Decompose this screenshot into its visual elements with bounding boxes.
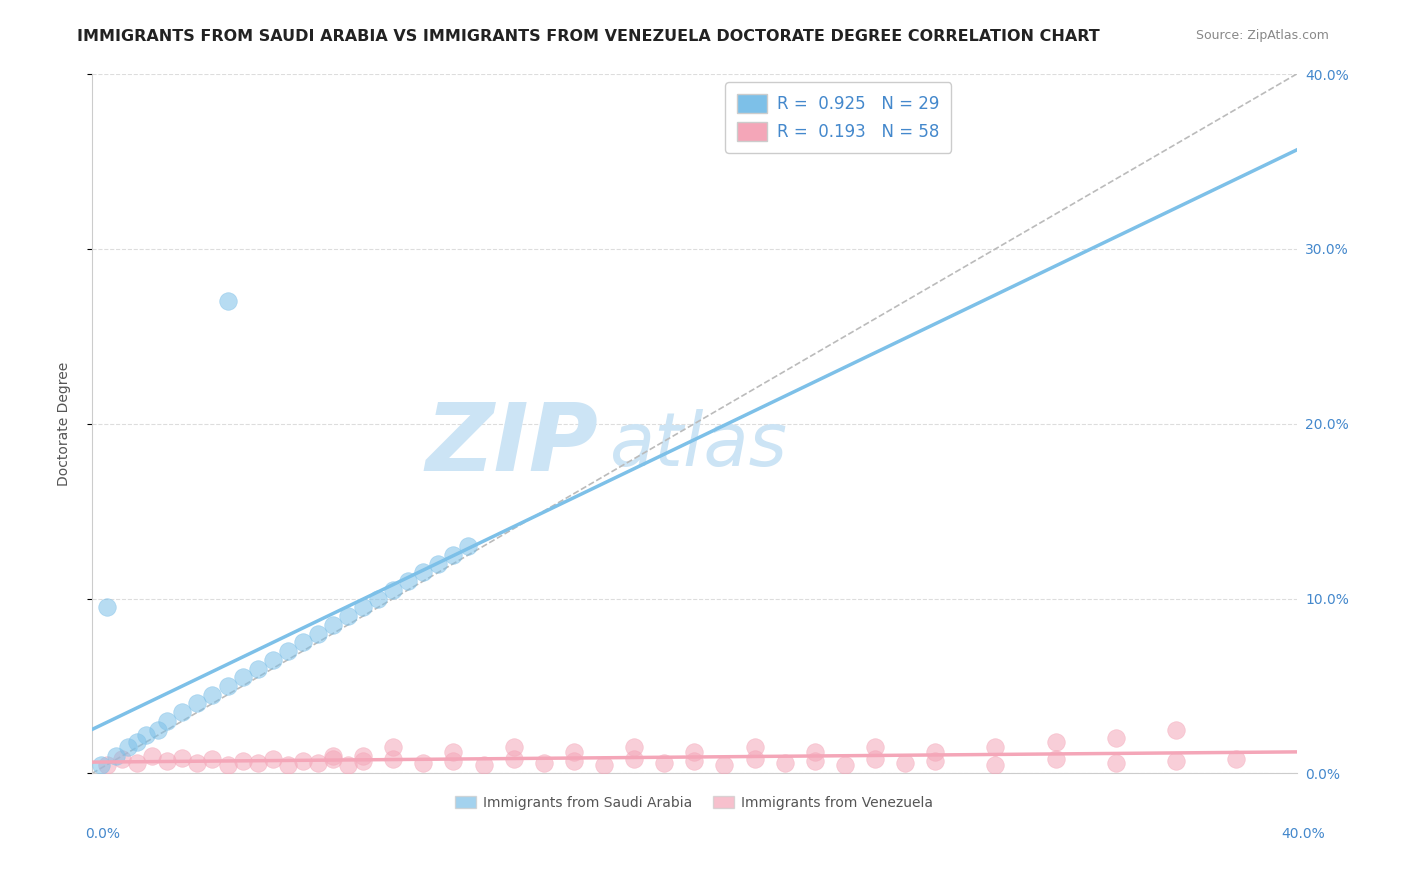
Point xyxy=(984,740,1007,755)
Point xyxy=(111,752,134,766)
Point xyxy=(441,754,464,768)
Point xyxy=(117,740,139,755)
Point xyxy=(105,748,128,763)
Point xyxy=(186,756,208,770)
Point xyxy=(262,653,284,667)
Point xyxy=(803,746,825,760)
Point xyxy=(127,756,149,770)
Point xyxy=(201,752,224,766)
Point xyxy=(186,697,208,711)
Point xyxy=(412,566,434,580)
Point xyxy=(652,756,675,770)
Point xyxy=(502,752,524,766)
Point xyxy=(172,705,194,719)
Point xyxy=(744,740,766,755)
Point xyxy=(352,600,374,615)
Point xyxy=(623,752,645,766)
Point xyxy=(863,752,886,766)
Y-axis label: Doctorate Degree: Doctorate Degree xyxy=(58,361,72,486)
Point xyxy=(90,757,112,772)
Point xyxy=(427,557,450,571)
Point xyxy=(148,723,170,737)
Point xyxy=(457,539,479,553)
Point xyxy=(396,574,419,588)
Point xyxy=(262,752,284,766)
Point xyxy=(1105,756,1128,770)
Point xyxy=(217,294,239,309)
Point xyxy=(337,609,360,624)
Point xyxy=(337,757,360,772)
Point xyxy=(863,740,886,755)
Point xyxy=(803,754,825,768)
Point xyxy=(472,757,495,772)
Point xyxy=(135,728,157,742)
Point xyxy=(683,754,706,768)
Text: IMMIGRANTS FROM SAUDI ARABIA VS IMMIGRANTS FROM VENEZUELA DOCTORATE DEGREE CORRE: IMMIGRANTS FROM SAUDI ARABIA VS IMMIGRAN… xyxy=(77,29,1099,45)
Point xyxy=(156,714,179,728)
Text: 40.0%: 40.0% xyxy=(1281,827,1326,841)
Point xyxy=(683,746,706,760)
Point xyxy=(307,626,329,640)
Point xyxy=(924,754,946,768)
Point xyxy=(217,679,239,693)
Point xyxy=(232,754,254,768)
Text: 0.0%: 0.0% xyxy=(86,827,120,841)
Text: ZIP: ZIP xyxy=(425,399,598,491)
Point xyxy=(1166,754,1188,768)
Point xyxy=(502,740,524,755)
Point xyxy=(773,756,796,770)
Point xyxy=(322,752,344,766)
Point xyxy=(291,635,314,649)
Point xyxy=(382,752,405,766)
Point xyxy=(96,600,118,615)
Point xyxy=(533,756,555,770)
Point xyxy=(232,670,254,684)
Point xyxy=(172,750,194,764)
Point xyxy=(127,735,149,749)
Point xyxy=(322,617,344,632)
Text: Source: ZipAtlas.com: Source: ZipAtlas.com xyxy=(1195,29,1329,43)
Point xyxy=(1105,731,1128,746)
Point xyxy=(562,754,585,768)
Point xyxy=(96,757,118,772)
Point xyxy=(441,548,464,562)
Point xyxy=(322,748,344,763)
Point xyxy=(246,756,269,770)
Point xyxy=(382,582,405,597)
Point xyxy=(352,754,374,768)
Point xyxy=(367,591,389,606)
Point xyxy=(156,754,179,768)
Point xyxy=(201,688,224,702)
Point xyxy=(894,756,917,770)
Point xyxy=(1045,752,1067,766)
Point xyxy=(307,756,329,770)
Point xyxy=(984,757,1007,772)
Point xyxy=(744,752,766,766)
Point xyxy=(382,740,405,755)
Point xyxy=(562,746,585,760)
Point xyxy=(834,757,856,772)
Point xyxy=(1166,723,1188,737)
Text: atlas: atlas xyxy=(610,409,787,481)
Point xyxy=(1045,735,1067,749)
Point xyxy=(141,748,163,763)
Point xyxy=(412,756,434,770)
Point xyxy=(291,754,314,768)
Point xyxy=(246,661,269,675)
Point xyxy=(924,746,946,760)
Point xyxy=(1225,752,1247,766)
Point xyxy=(441,746,464,760)
Point xyxy=(623,740,645,755)
Point xyxy=(713,757,735,772)
Point xyxy=(217,757,239,772)
Legend: Immigrants from Saudi Arabia, Immigrants from Venezuela: Immigrants from Saudi Arabia, Immigrants… xyxy=(450,790,939,815)
Point xyxy=(277,644,299,658)
Point xyxy=(352,748,374,763)
Point xyxy=(593,757,616,772)
Point xyxy=(277,757,299,772)
